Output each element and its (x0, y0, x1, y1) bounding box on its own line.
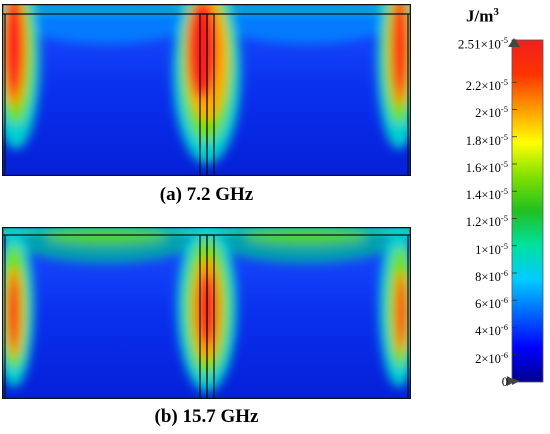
colorbar-tick-label: 1.6×10-5 (465, 158, 508, 176)
colorbar-tick-label: 0 (501, 375, 508, 389)
colorbar-tick-label: 2.2×10-5 (465, 77, 508, 94)
max-marker-icon (508, 38, 520, 47)
colorbar-tick-label: 2.51×10-5 (457, 35, 508, 52)
caption-a: (a) 7.2 GHz (159, 184, 254, 205)
colorbar-tick-label: 8×10-6 (475, 267, 508, 285)
colorbar-tick-label: 2×10-6 (475, 349, 508, 366)
field-map-a (2, 4, 411, 176)
colorbar-tick-label: 1×10-5 (475, 240, 508, 257)
colorbar-tick-label: 2×10-5 (475, 104, 508, 121)
colorbar-tick-label: 1.2×10-5 (465, 213, 508, 230)
colorbar-gradient (511, 39, 544, 383)
caption-b: (b) 15.7 GHz (154, 406, 259, 427)
colorbar-tick-label: 1.8×10-5 (465, 131, 508, 148)
field-map-b (2, 227, 411, 399)
colorbar-tick-label: 4×10-6 (475, 322, 508, 339)
colorbar-tick-label: 6×10-6 (475, 295, 508, 312)
min-marker-icon (507, 376, 516, 386)
colorbar-unit: J/m3 (466, 6, 499, 26)
colorbar (507, 38, 544, 386)
colorbar-tick-label: 1.4×10-5 (465, 186, 508, 203)
